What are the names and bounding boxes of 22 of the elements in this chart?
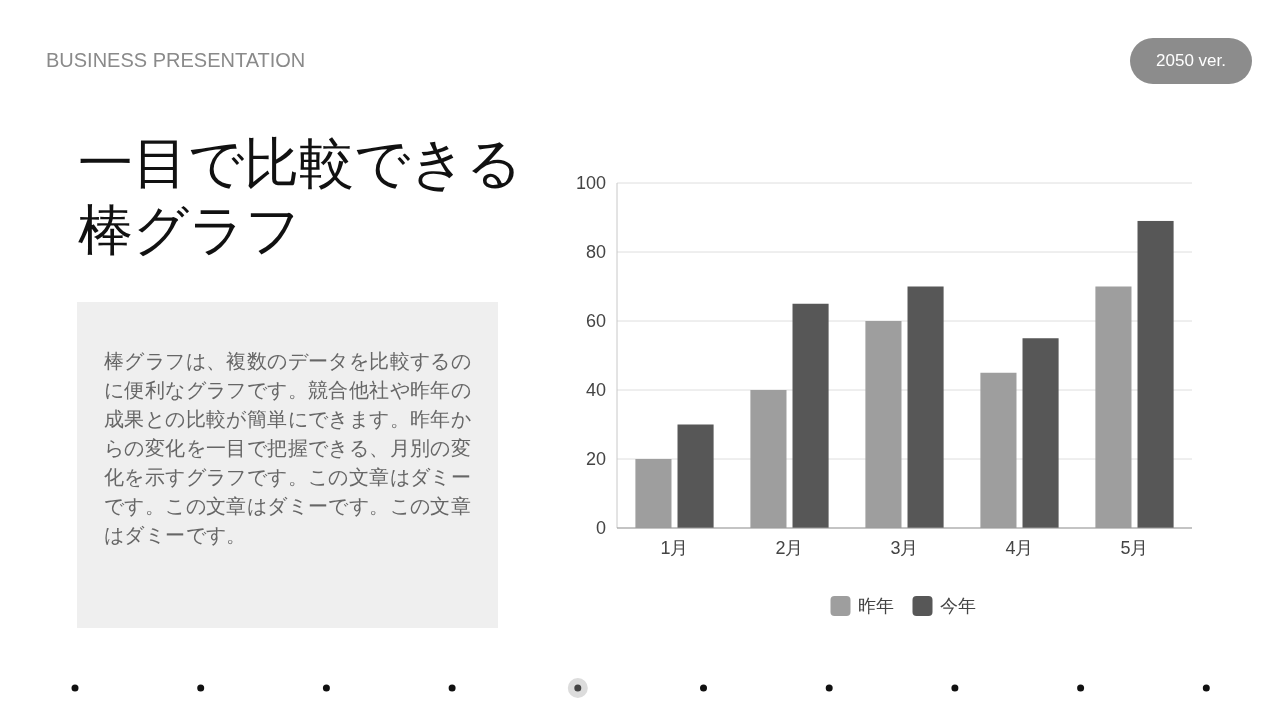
y-tick-label: 0	[595, 518, 606, 539]
x-tick-label: 3月	[890, 538, 919, 558]
legend-label: 今年	[939, 596, 976, 617]
bar	[1137, 220, 1174, 528]
bar	[677, 424, 714, 528]
bar	[1022, 338, 1059, 528]
text: BUSINESS PRESENTATION	[46, 49, 306, 71]
x-tick-label: 1月	[660, 538, 689, 558]
x-tick-label: 4月	[1005, 538, 1034, 558]
chart-title: 一目で比較できる棒グラフ	[78, 131, 523, 263]
y-tick-label: 40	[585, 380, 606, 401]
x-tick-label: 5月	[1120, 538, 1149, 558]
legend-label: 昨年	[857, 596, 894, 617]
bar	[792, 303, 829, 528]
text: 2050 ver.	[1156, 51, 1226, 70]
y-tick-label: 80	[585, 242, 606, 263]
y-tick-label: 100	[575, 173, 606, 194]
x-tick-label: 2月	[775, 538, 804, 558]
y-tick-label: 20	[585, 449, 606, 470]
text: 棒グラフは、複数のデータを比較するのに便利なグラフです。競合他社や昨年の成果との比較が簡単にできます。昨年からの変化を一目で把握できる、月別の変化を示すグラフです。この文章はダミーです。この文章はダミーです。この文章はダミーです。	[104, 349, 473, 548]
y-tick-label: 60	[585, 311, 606, 332]
bar	[907, 286, 944, 528]
